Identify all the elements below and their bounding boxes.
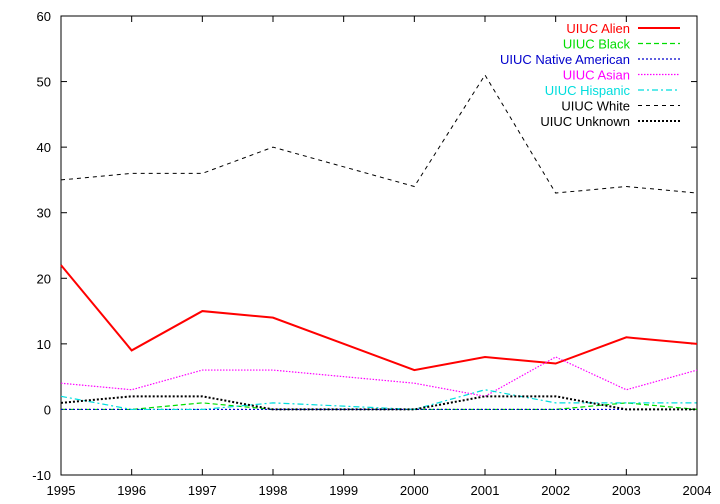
x-tick-label: 2002 (541, 483, 570, 498)
y-tick-label: 50 (37, 75, 51, 90)
legend-label: UIUC Asian (563, 68, 630, 83)
x-tick-label: 1996 (117, 483, 146, 498)
x-axis-tick-labels: 1995 1996 1997 1998 1999 2000 2001 2002 2003 2004 (47, 483, 712, 498)
x-tick-label: 2001 (471, 483, 500, 498)
legend-label: UIUC Alien (566, 21, 630, 36)
x-tick-label: 2004 (683, 483, 712, 498)
series-line (60, 356, 698, 397)
y-tick-label: 30 (37, 206, 51, 221)
series-line (60, 395, 697, 411)
legend-label: UIUC White (561, 99, 630, 114)
x-tick-label: 1995 (47, 483, 76, 498)
legend-label: UIUC Hispanic (545, 83, 631, 98)
series-lines (60, 74, 698, 411)
legend-label: UIUC Native American (500, 52, 630, 67)
y-tick-label: 10 (37, 337, 51, 352)
y-axis-tick-labels: -10 0 10 20 30 40 50 60 (32, 9, 51, 483)
series-line (60, 264, 698, 372)
legend-label: UIUC Black (563, 37, 631, 52)
x-tick-label: 1997 (188, 483, 217, 498)
series-line (60, 74, 698, 194)
y-tick-label: -10 (32, 468, 51, 483)
x-tick-label: 1999 (329, 483, 358, 498)
y-tick-label: 60 (37, 9, 51, 24)
x-tick-label: 2003 (612, 483, 641, 498)
x-tick-label: 1998 (259, 483, 288, 498)
legend-label: UIUC Unknown (540, 114, 630, 129)
y-tick-label: 20 (37, 271, 51, 286)
series-line (61, 402, 698, 411)
y-tick-label: 40 (37, 140, 51, 155)
series-line (60, 389, 697, 411)
x-tick-label: 2000 (400, 483, 429, 498)
plot-frame (60, 15, 698, 476)
y-tick-label: 0 (44, 402, 51, 417)
